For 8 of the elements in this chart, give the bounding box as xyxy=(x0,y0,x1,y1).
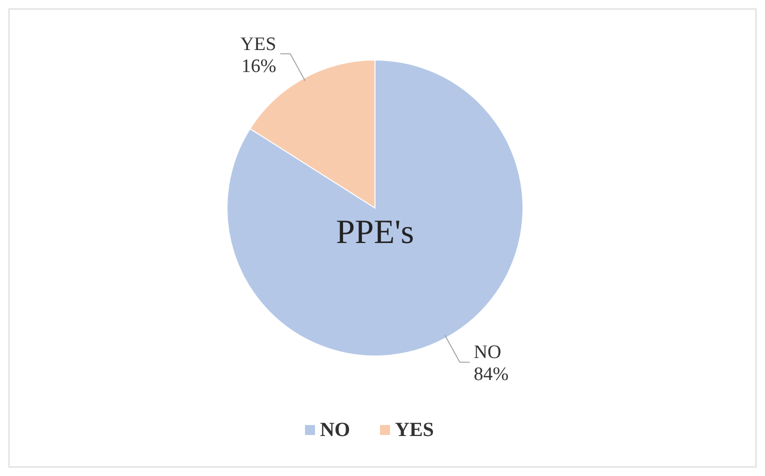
data-label: 16% xyxy=(241,56,276,77)
slice-label: NO xyxy=(474,342,502,364)
text: PPE's xyxy=(336,214,414,251)
legend-label: NO xyxy=(320,419,350,441)
pie-slice xyxy=(226,60,524,356)
data-label: 84% xyxy=(474,364,509,386)
slice-label: YES xyxy=(240,34,276,55)
legend-label: YES xyxy=(395,419,434,441)
